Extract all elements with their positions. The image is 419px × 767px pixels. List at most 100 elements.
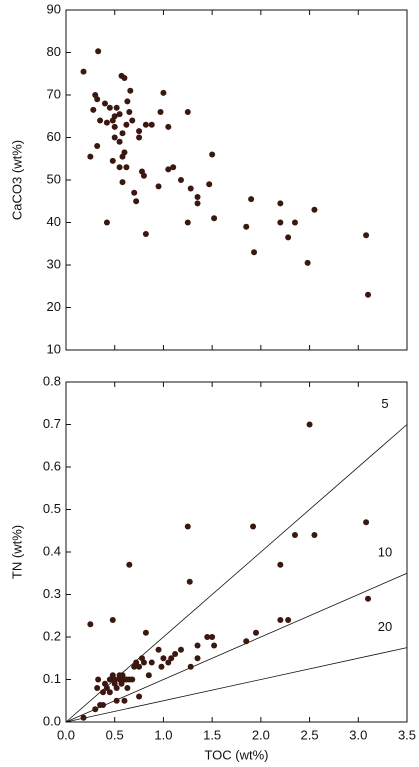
point [177,177,184,183]
point [118,680,125,687]
point [248,196,255,203]
point [148,659,155,666]
point [124,98,131,105]
ratio-label: 10 [378,545,392,560]
y-tick-label: 0.4 [43,543,61,558]
point [186,578,193,585]
point [142,230,149,237]
point [277,219,284,226]
point [194,655,201,662]
point [277,561,284,568]
ratio-label: 5 [381,396,388,411]
point [187,663,194,670]
point [311,532,318,538]
point [92,706,99,713]
point [250,523,257,530]
y-tick-label: 30 [47,256,61,271]
point [277,200,284,207]
ratio-line [65,647,408,723]
point [90,106,97,113]
point [101,100,108,107]
x-tick-label: 2.5 [301,727,319,742]
point [165,166,172,173]
y-axis-label: CaCO3 (wt%) [9,140,24,220]
point [106,104,113,111]
y-tick-label: 0.5 [43,501,61,516]
point [211,642,218,649]
point [127,87,134,94]
point [177,646,184,653]
point [136,693,143,700]
point [87,153,94,160]
point [100,702,107,708]
point [285,617,292,623]
point [155,183,162,190]
point [111,113,118,120]
point [194,200,201,207]
point [148,121,155,128]
point [145,672,152,679]
point [126,561,133,568]
point [103,119,110,126]
point [121,697,128,704]
point [95,676,102,683]
y-tick-label: 0.6 [43,458,61,473]
point [187,185,194,192]
point [206,181,213,188]
point [194,642,201,649]
y-tick-label: 40 [47,214,61,229]
point [285,234,292,241]
y-axis-label: TN (wt%) [9,525,24,579]
point [87,621,94,628]
point [116,111,123,118]
point [111,134,118,141]
point [211,215,218,222]
ratio-line [65,572,408,723]
y-tick-label: 0.7 [43,416,61,431]
point [129,117,136,124]
point [304,259,311,266]
point [277,617,284,623]
y-tick-label: 60 [47,129,61,144]
point [209,151,216,158]
x-tick-label: 1.0 [154,727,172,742]
point [311,206,318,213]
point [95,48,102,55]
point [109,157,116,164]
point [126,109,133,115]
point [365,595,372,602]
y-tick-label: 10 [47,341,61,356]
y-tick-label: 0.8 [43,373,61,388]
point [106,689,113,696]
point [124,685,131,691]
point [184,109,191,115]
point [252,629,259,636]
point [109,617,116,623]
point [136,663,143,670]
point [80,714,87,721]
point [119,130,126,137]
point [363,519,370,526]
point [113,104,120,111]
point [291,219,298,226]
x-axis-label: TOC (wt%) [204,747,268,762]
point [142,121,149,128]
point [306,421,313,428]
point [123,121,130,128]
point [113,697,120,704]
x-tick-label: 0.5 [106,727,124,742]
point [116,164,123,171]
x-tick-label: 3.0 [349,727,367,742]
y-tick-label: 0.2 [43,628,61,643]
point [158,663,165,670]
y-tick-label: 70 [47,86,61,101]
point [209,634,216,640]
point [365,291,372,298]
point [142,629,149,636]
x-tick-label: 0.0 [57,727,75,742]
point [133,198,140,205]
y-tick-label: 20 [47,299,61,314]
point [97,117,104,124]
point [100,689,107,696]
